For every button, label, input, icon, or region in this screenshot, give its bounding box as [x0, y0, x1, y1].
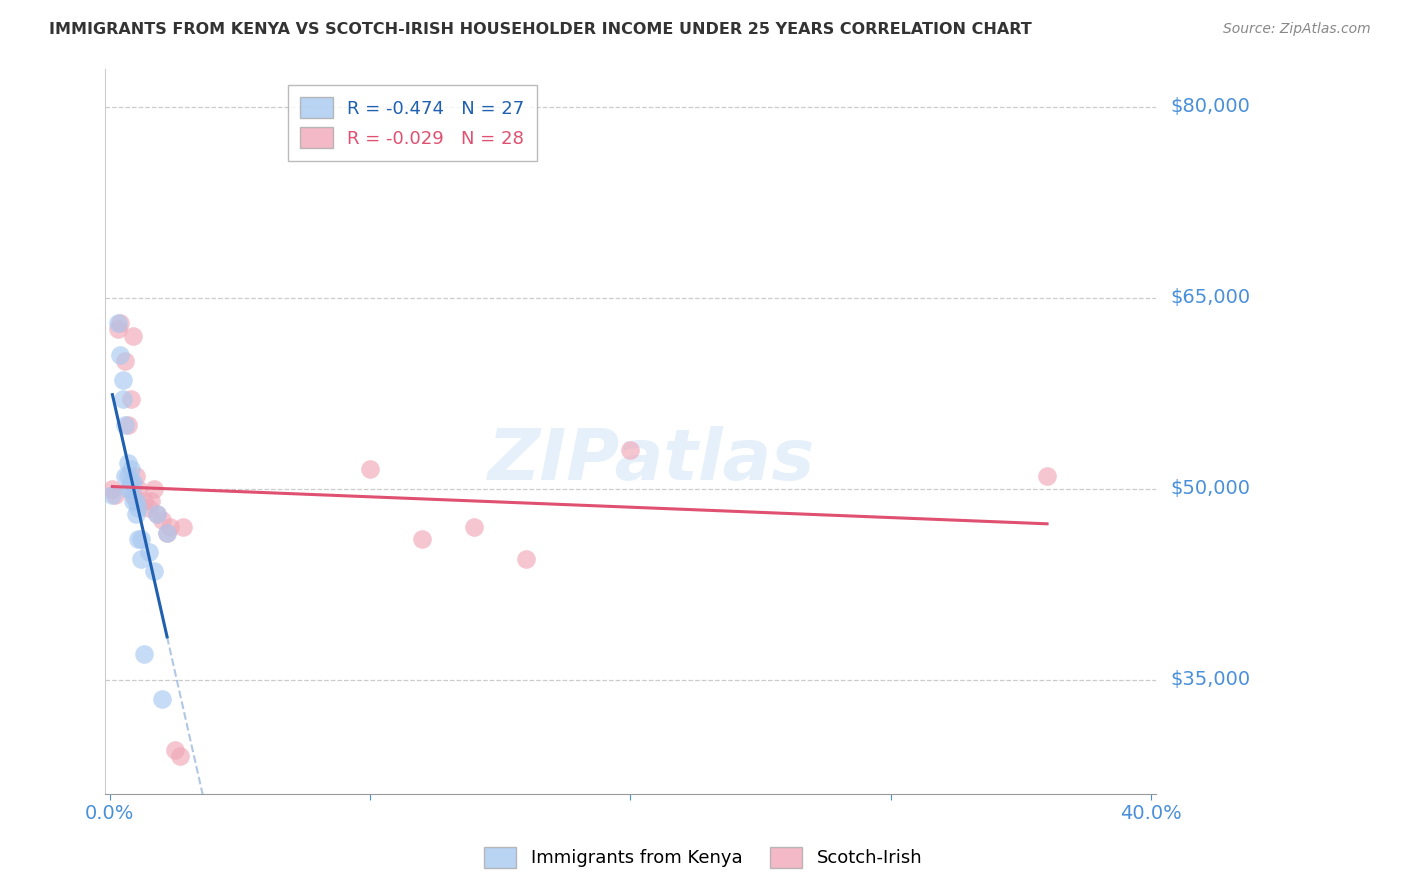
Point — [120, 462, 142, 476]
Text: $35,000: $35,000 — [1170, 670, 1250, 689]
Point — [117, 482, 139, 496]
Point — [114, 354, 136, 368]
Point — [169, 748, 191, 763]
Legend: Immigrants from Kenya, Scotch-Irish: Immigrants from Kenya, Scotch-Irish — [472, 836, 934, 879]
Point — [120, 392, 142, 407]
Point — [104, 488, 127, 502]
Point — [117, 456, 139, 470]
Point — [156, 526, 179, 541]
Point — [359, 462, 381, 476]
Point — [138, 500, 160, 515]
Point — [111, 392, 134, 407]
Point — [117, 468, 139, 483]
Point — [411, 533, 433, 547]
Text: $80,000: $80,000 — [1170, 97, 1250, 116]
Point — [117, 417, 139, 432]
Point — [120, 475, 142, 490]
Point — [141, 494, 163, 508]
Text: ZIPatlas: ZIPatlas — [488, 425, 815, 495]
Point — [107, 316, 129, 330]
Point — [159, 520, 181, 534]
Point — [110, 316, 132, 330]
Point — [619, 443, 641, 458]
Point — [1036, 468, 1059, 483]
Text: $65,000: $65,000 — [1170, 288, 1250, 307]
Point — [143, 482, 166, 496]
Point — [101, 482, 124, 496]
Point — [125, 507, 148, 521]
Point — [120, 482, 142, 496]
Point — [156, 526, 179, 541]
Text: IMMIGRANTS FROM KENYA VS SCOTCH-IRISH HOUSEHOLDER INCOME UNDER 25 YEARS CORRELAT: IMMIGRANTS FROM KENYA VS SCOTCH-IRISH HO… — [49, 22, 1032, 37]
Legend: R = -0.474   N = 27, R = -0.029   N = 28: R = -0.474 N = 27, R = -0.029 N = 28 — [288, 85, 537, 161]
Point — [163, 742, 186, 756]
Text: Source: ZipAtlas.com: Source: ZipAtlas.com — [1223, 22, 1371, 37]
Point — [463, 520, 485, 534]
Point — [122, 475, 145, 490]
Point — [127, 482, 149, 496]
Point — [145, 507, 167, 521]
Point — [110, 348, 132, 362]
Point — [172, 520, 194, 534]
Point — [125, 468, 148, 483]
Point — [129, 551, 152, 566]
Point — [138, 545, 160, 559]
Point — [150, 691, 173, 706]
Point — [129, 533, 152, 547]
Point — [111, 373, 134, 387]
Point — [127, 533, 149, 547]
Point — [150, 513, 173, 527]
Point — [132, 647, 155, 661]
Point — [114, 417, 136, 432]
Point — [145, 507, 167, 521]
Point — [132, 494, 155, 508]
Point — [114, 468, 136, 483]
Point — [122, 488, 145, 502]
Point — [143, 564, 166, 578]
Point — [127, 500, 149, 515]
Point — [125, 494, 148, 508]
Point — [122, 328, 145, 343]
Point — [107, 322, 129, 336]
Text: $50,000: $50,000 — [1170, 479, 1250, 498]
Point — [515, 551, 537, 566]
Point — [122, 494, 145, 508]
Point — [101, 488, 124, 502]
